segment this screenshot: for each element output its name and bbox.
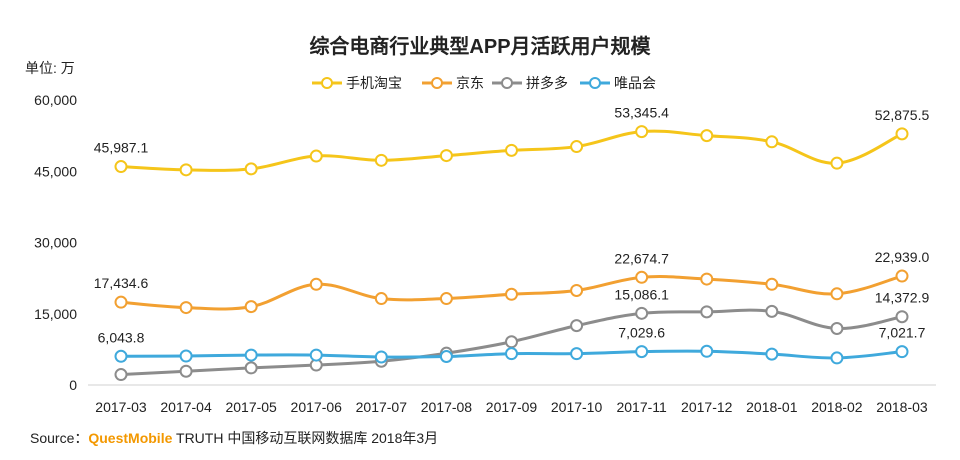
data-point xyxy=(439,292,453,306)
data-point xyxy=(309,149,323,163)
data-label: 7,029.6 xyxy=(618,325,665,341)
data-point xyxy=(374,350,388,364)
data-point xyxy=(635,125,649,139)
x-tick-label: 2017-04 xyxy=(160,399,212,415)
data-point xyxy=(505,335,518,349)
source-suffix: TRUTH 中国移动互联网数据库 2018年3月 xyxy=(172,430,439,446)
data-point xyxy=(114,368,128,382)
data-point xyxy=(244,162,258,176)
data-point xyxy=(765,135,779,149)
data-point xyxy=(765,347,779,361)
data-point xyxy=(830,321,844,335)
data-point xyxy=(570,319,584,333)
source-note: Source：QuestMobile TRUTH 中国移动互联网数据库 2018… xyxy=(30,428,438,448)
data-label: 45,987.1 xyxy=(94,140,149,156)
data-point xyxy=(114,295,128,309)
data-point xyxy=(505,347,518,361)
data-point xyxy=(895,269,909,283)
x-tick-label: 2018-01 xyxy=(746,399,798,415)
data-point xyxy=(505,287,518,301)
data-point xyxy=(244,348,258,362)
data-point xyxy=(374,292,388,306)
data-point xyxy=(244,300,258,314)
legend-marker-1 xyxy=(431,77,443,89)
legend-label: 京东 xyxy=(456,75,484,91)
x-tick-label: 2017-12 xyxy=(681,399,733,415)
data-point xyxy=(570,140,584,154)
data-point xyxy=(700,305,714,319)
data-point xyxy=(570,283,584,297)
data-label: 15,086.1 xyxy=(614,286,669,302)
legend-label: 唯品会 xyxy=(614,75,656,91)
data-label: 53,345.4 xyxy=(614,105,669,121)
data-point xyxy=(505,143,518,157)
data-point xyxy=(765,277,779,291)
data-point xyxy=(635,270,649,284)
data-label: 7,021.7 xyxy=(879,325,926,341)
x-tick-label: 2018-03 xyxy=(876,399,928,415)
x-tick-label: 2017-10 xyxy=(551,399,603,415)
y-tick-label: 45,000 xyxy=(34,163,77,179)
y-tick-label: 60,000 xyxy=(34,92,77,108)
y-tick-label: 0 xyxy=(69,377,77,393)
chart-title: 综合电商行业典型APP月活跃用户规模 xyxy=(309,36,651,58)
x-tick-label: 2017-05 xyxy=(225,399,277,415)
data-label: 22,674.7 xyxy=(614,250,669,266)
data-point xyxy=(830,156,844,170)
data-point xyxy=(700,272,714,286)
x-tick-label: 2017-03 xyxy=(95,399,147,415)
data-point xyxy=(114,349,128,363)
source-prefix: Source： xyxy=(30,430,89,446)
x-tick-label: 2017-08 xyxy=(421,399,473,415)
data-point xyxy=(374,153,388,167)
source-brand: QuestMobile xyxy=(88,430,173,446)
data-point xyxy=(244,361,258,375)
data-point xyxy=(570,347,584,361)
data-point xyxy=(765,304,779,318)
data-point xyxy=(700,344,714,358)
data-point xyxy=(635,345,649,359)
data-point xyxy=(439,149,453,163)
data-point xyxy=(179,301,193,315)
data-label: 22,939.0 xyxy=(875,249,930,265)
x-tick-label: 2017-07 xyxy=(356,399,408,415)
data-point xyxy=(635,306,649,320)
data-point xyxy=(309,277,323,291)
data-point xyxy=(114,160,128,174)
legend-label: 手机淘宝 xyxy=(346,75,402,91)
y-tick-label: 30,000 xyxy=(34,235,77,251)
data-point xyxy=(830,351,844,365)
y-axis-unit: 单位: 万 xyxy=(25,60,75,76)
data-point xyxy=(179,163,193,177)
data-point xyxy=(895,345,909,359)
legend-label: 拼多多 xyxy=(526,75,568,91)
data-label: 17,434.6 xyxy=(94,275,149,291)
data-point xyxy=(179,364,193,378)
data-point xyxy=(309,348,323,362)
y-tick-label: 15,000 xyxy=(34,306,77,322)
data-point xyxy=(830,287,844,301)
x-tick-label: 2017-09 xyxy=(486,399,538,415)
x-tick-label: 2018-02 xyxy=(811,399,863,415)
legend-marker-3 xyxy=(589,77,601,89)
data-label: 6,043.8 xyxy=(98,329,145,345)
data-point xyxy=(895,127,909,141)
x-tick-label: 2017-11 xyxy=(616,399,667,415)
legend-marker-2 xyxy=(501,77,513,89)
data-label: 52,875.5 xyxy=(875,107,930,123)
data-point xyxy=(439,350,453,363)
data-point xyxy=(700,129,714,143)
data-point xyxy=(895,310,909,324)
legend-marker-0 xyxy=(321,77,333,89)
x-tick-label: 2017-06 xyxy=(291,399,343,415)
data-label: 14,372.9 xyxy=(875,290,930,306)
data-point xyxy=(179,349,193,363)
